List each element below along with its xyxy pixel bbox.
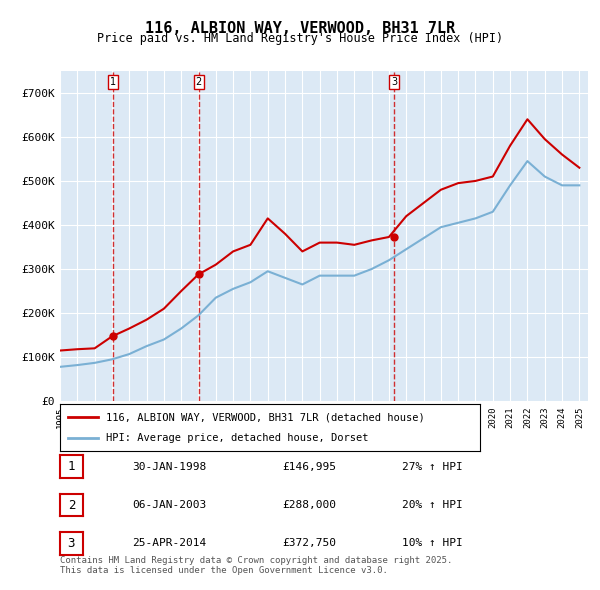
Text: 3: 3 [68, 537, 75, 550]
Text: 06-JAN-2003: 06-JAN-2003 [132, 500, 206, 510]
Text: 1: 1 [68, 460, 75, 473]
Text: 10% ↑ HPI: 10% ↑ HPI [402, 539, 463, 548]
Text: £146,995: £146,995 [282, 462, 336, 471]
Text: 27% ↑ HPI: 27% ↑ HPI [402, 462, 463, 471]
Text: 116, ALBION WAY, VERWOOD, BH31 7LR: 116, ALBION WAY, VERWOOD, BH31 7LR [145, 21, 455, 35]
Text: HPI: Average price, detached house, Dorset: HPI: Average price, detached house, Dors… [106, 433, 368, 443]
Text: 25-APR-2014: 25-APR-2014 [132, 539, 206, 548]
Text: 116, ALBION WAY, VERWOOD, BH31 7LR (detached house): 116, ALBION WAY, VERWOOD, BH31 7LR (deta… [106, 412, 425, 422]
Text: £288,000: £288,000 [282, 500, 336, 510]
Text: Contains HM Land Registry data © Crown copyright and database right 2025.
This d: Contains HM Land Registry data © Crown c… [60, 556, 452, 575]
Text: Price paid vs. HM Land Registry's House Price Index (HPI): Price paid vs. HM Land Registry's House … [97, 32, 503, 45]
Text: 2: 2 [68, 499, 75, 512]
Text: 30-JAN-1998: 30-JAN-1998 [132, 462, 206, 471]
Text: 20% ↑ HPI: 20% ↑ HPI [402, 500, 463, 510]
Text: 2: 2 [196, 77, 202, 87]
Text: £372,750: £372,750 [282, 539, 336, 548]
Text: 1: 1 [110, 77, 116, 87]
Text: 3: 3 [391, 77, 398, 87]
